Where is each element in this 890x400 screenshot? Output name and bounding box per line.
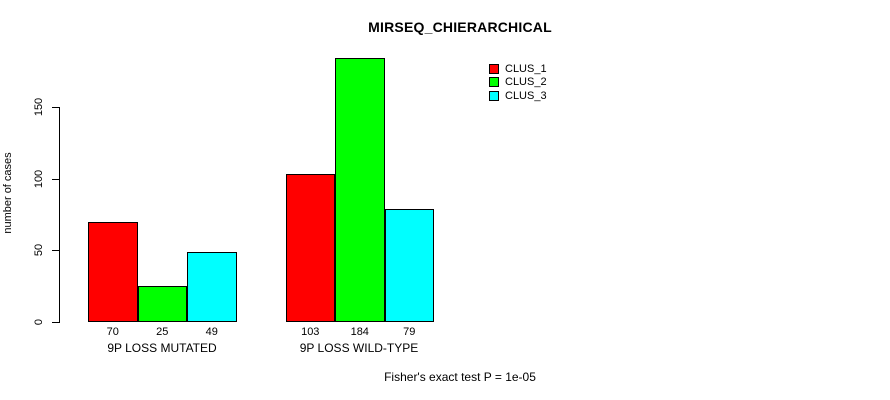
bar-value-label: 103 <box>301 326 320 338</box>
y-tick-label: 100 <box>33 169 45 188</box>
legend-item-clus3: CLUS_3 <box>489 89 547 103</box>
legend-item-clus1: CLUS_1 <box>489 62 547 76</box>
bar-clus_3-group1 <box>187 251 237 322</box>
y-tick-mark <box>52 178 59 180</box>
legend-label-clus3: CLUS_3 <box>505 89 547 102</box>
y-axis-label: number of cases <box>2 152 14 234</box>
y-tick-label: 50 <box>33 244 45 257</box>
category-label-mutated: 9P LOSS MUTATED <box>107 341 217 355</box>
y-tick-label: 150 <box>33 97 45 117</box>
bar-clus_3-group2 <box>384 208 434 322</box>
annotation-text: Fisher's exact test P = 1e-05 <box>384 370 536 384</box>
bar-clus_1-group2 <box>285 174 335 322</box>
legend-swatch-clus1 <box>489 63 499 74</box>
bar-value-label: 25 <box>156 326 169 338</box>
bar-clus_2-group2 <box>335 58 385 322</box>
y-tick-mark <box>52 322 59 323</box>
y-tick-mark <box>52 107 59 108</box>
y-axis-line <box>59 107 60 323</box>
legend-swatch-clus2 <box>489 77 499 88</box>
legend-swatch-clus3 <box>489 90 499 101</box>
y-tick-mark <box>52 250 59 252</box>
legend-item-clus2: CLUS_2 <box>489 76 547 90</box>
category-label-wild-type: 9P LOSS WILD-TYPE <box>299 341 419 355</box>
y-tick-label: 0 <box>33 318 45 326</box>
bar-value-label: 79 <box>403 326 416 338</box>
legend-label-clus1: CLUS_1 <box>505 62 547 75</box>
bar-value-label: 49 <box>205 326 218 338</box>
bar-clus_1-group1 <box>88 221 138 322</box>
bar-value-label: 70 <box>106 326 119 338</box>
legend: CLUS_1 CLUS_2 CLUS_3 <box>489 62 547 103</box>
chart-title: MIRSEQ_CHIERARCHICAL <box>368 19 552 35</box>
legend-label-clus2: CLUS_2 <box>505 76 547 89</box>
bar-clus_2-group1 <box>137 286 187 322</box>
bar-value-label: 184 <box>350 326 369 338</box>
